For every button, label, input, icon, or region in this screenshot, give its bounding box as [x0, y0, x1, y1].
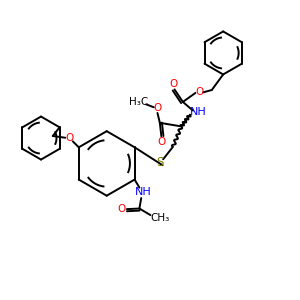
Text: O: O — [195, 87, 203, 98]
Text: O: O — [117, 204, 126, 214]
Text: O: O — [153, 103, 162, 113]
Text: CH₃: CH₃ — [151, 213, 170, 223]
Text: NH: NH — [135, 187, 152, 197]
Text: O: O — [170, 79, 178, 89]
Text: O: O — [65, 134, 73, 143]
Text: S: S — [156, 156, 163, 169]
Text: NH: NH — [190, 107, 207, 117]
Text: O: O — [158, 136, 166, 147]
Text: H₃C: H₃C — [129, 97, 148, 107]
